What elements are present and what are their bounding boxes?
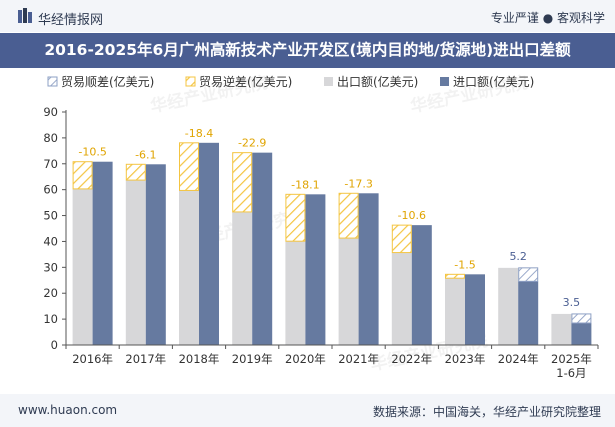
data-label: -6.1 (135, 148, 156, 161)
x-tick-label: 2025年 (551, 352, 592, 366)
legend-label: 贸易顺差(亿美元) (61, 74, 154, 89)
export-bar (498, 267, 519, 345)
legend-swatch-surplus (47, 76, 58, 87)
data-label: -22.9 (238, 137, 266, 150)
import-bar (305, 194, 326, 345)
import-bar (571, 322, 592, 345)
title-bar: 2016-2025年6月广州高新技术产业开发区(境内目的地/货源地)进出口差额 (0, 33, 615, 68)
export-bar (72, 188, 93, 345)
deficit-segment (391, 224, 412, 254)
x-tick-label: 2016年 (72, 352, 113, 366)
x-tick-label: 2018年 (179, 352, 220, 366)
y-tick-label: 40 (43, 234, 58, 248)
import-bar (358, 193, 379, 345)
y-tick-label: 90 (43, 105, 58, 119)
deficit-segment (285, 193, 306, 242)
legend-swatch-deficit (185, 76, 196, 87)
import-bar (199, 142, 219, 345)
export-bar (125, 180, 146, 345)
x-tick-label: 2024年 (498, 352, 539, 366)
bars: -10.5 -6.1 -18.4 -22.9 -18.1 -17.3 -10.6 -1.5 5.… (72, 127, 592, 345)
deficit-segment (125, 163, 146, 181)
export-bar (445, 278, 465, 345)
data-label: -10.5 (78, 146, 106, 159)
footer: www.huaon.com 数据来源：中国海关，华经产业研究院整理 (0, 394, 615, 427)
import-bar (465, 274, 485, 345)
website-url: www.huaon.com (18, 403, 118, 417)
legend-swatch-export (324, 77, 333, 86)
data-label: -18.4 (185, 127, 213, 140)
deficit-segment (445, 273, 465, 279)
y-tick-label: 50 (43, 209, 58, 223)
y-tick-label: 80 (43, 131, 58, 145)
data-label: 5.2 (509, 250, 527, 263)
surplus-segment (518, 267, 539, 282)
x-tick-label: 2023年 (445, 352, 486, 366)
x-tick-label: 2017年 (125, 352, 166, 366)
legend-label: 贸易逆差(亿美元) (199, 74, 292, 89)
import-bar (252, 152, 273, 345)
x-tick-label: 2020年 (285, 352, 326, 366)
bar-chart: 华经产业研究院华经产业研究院华经产业研究院华经产业研究院 贸易顺差(亿美元)贸易… (43, 72, 599, 380)
import-bar (518, 281, 539, 345)
slogan: 专业严谨 ● 客观科学 (490, 11, 605, 25)
legend-swatch-import (440, 77, 449, 86)
data-label: -18.1 (291, 178, 319, 191)
surplus-segment (571, 313, 592, 324)
legend-label: 进口额(亿美元) (453, 74, 534, 89)
data-label: -1.5 (454, 258, 475, 271)
x-axis: 2016年 2017年 2018年 2019年 2020年 2021年 2022年 2023年… (65, 344, 599, 380)
top-bar: 华经情报网 专业严谨 ● 客观科学 (0, 0, 615, 32)
export-bar (551, 313, 572, 345)
import-bar (145, 164, 166, 345)
brand-name: 华经情报网 (38, 13, 104, 28)
y-tick-label: 60 (43, 183, 58, 197)
data-source: 数据来源：中国海关，华经产业研究院整理 (372, 405, 601, 419)
deficit-segment (338, 192, 359, 239)
export-bar (391, 252, 412, 345)
x-tick-label: 2019年 (232, 352, 273, 366)
y-tick-label: 0 (51, 338, 58, 352)
export-bar (232, 211, 253, 345)
data-label: -10.6 (398, 209, 426, 222)
legend-label: 出口额(亿美元) (337, 74, 418, 89)
import-bar (411, 225, 432, 345)
x-tick-label: 2022年 (391, 352, 432, 366)
export-bar (285, 241, 306, 345)
data-label: 3.5 (563, 296, 581, 309)
import-bar (92, 161, 113, 345)
data-label: -17.3 (344, 177, 372, 190)
chart-title: 2016-2025年6月广州高新技术产业开发区(境内目的地/货源地)进出口差额 (44, 41, 571, 59)
x-tick-label: 1-6月 (556, 366, 586, 380)
x-tick-label: 2021年 (338, 352, 379, 366)
legend: 贸易顺差(亿美元) 贸易逆差(亿美元) 出口额(亿美元) 进口额(亿美元) (47, 74, 534, 89)
y-tick-label: 70 (43, 157, 58, 171)
y-tick-label: 30 (43, 260, 58, 274)
y-tick-label: 10 (43, 312, 58, 326)
deficit-segment (72, 161, 93, 190)
export-bar (338, 238, 359, 345)
y-tick-label: 20 (43, 286, 58, 300)
deficit-segment (232, 152, 253, 213)
export-bar (179, 190, 199, 345)
deficit-segment (179, 142, 199, 191)
y-axis: 0 10 20 30 40 50 60 70 80 90 (43, 105, 67, 352)
brand-logo-icon (18, 8, 32, 23)
